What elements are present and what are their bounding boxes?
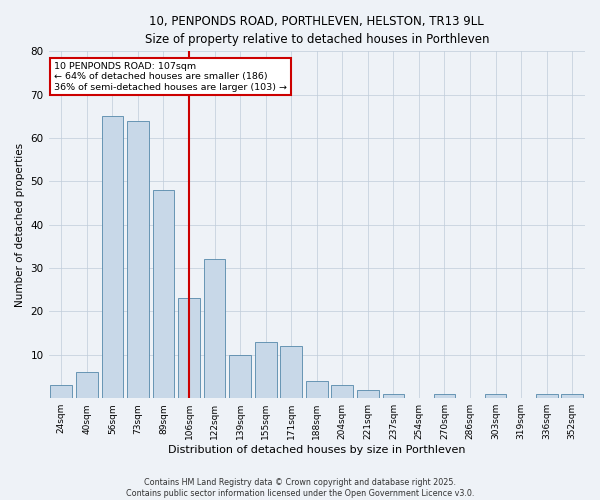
Bar: [331, 385, 353, 398]
Bar: [536, 394, 557, 398]
Bar: [357, 390, 379, 398]
Text: 10 PENPONDS ROAD: 107sqm
← 64% of detached houses are smaller (186)
36% of semi-: 10 PENPONDS ROAD: 107sqm ← 64% of detach…: [54, 62, 287, 92]
Bar: [204, 260, 226, 398]
Bar: [434, 394, 455, 398]
Bar: [255, 342, 277, 398]
Bar: [127, 120, 149, 398]
Bar: [485, 394, 506, 398]
X-axis label: Distribution of detached houses by size in Porthleven: Distribution of detached houses by size …: [168, 445, 466, 455]
Title: 10, PENPONDS ROAD, PORTHLEVEN, HELSTON, TR13 9LL
Size of property relative to de: 10, PENPONDS ROAD, PORTHLEVEN, HELSTON, …: [145, 15, 489, 46]
Bar: [280, 346, 302, 398]
Bar: [306, 381, 328, 398]
Text: Contains HM Land Registry data © Crown copyright and database right 2025.
Contai: Contains HM Land Registry data © Crown c…: [126, 478, 474, 498]
Bar: [50, 385, 72, 398]
Bar: [562, 394, 583, 398]
Bar: [229, 355, 251, 398]
Y-axis label: Number of detached properties: Number of detached properties: [15, 142, 25, 307]
Bar: [152, 190, 175, 398]
Bar: [76, 372, 98, 398]
Bar: [101, 116, 123, 398]
Bar: [383, 394, 404, 398]
Bar: [178, 298, 200, 398]
